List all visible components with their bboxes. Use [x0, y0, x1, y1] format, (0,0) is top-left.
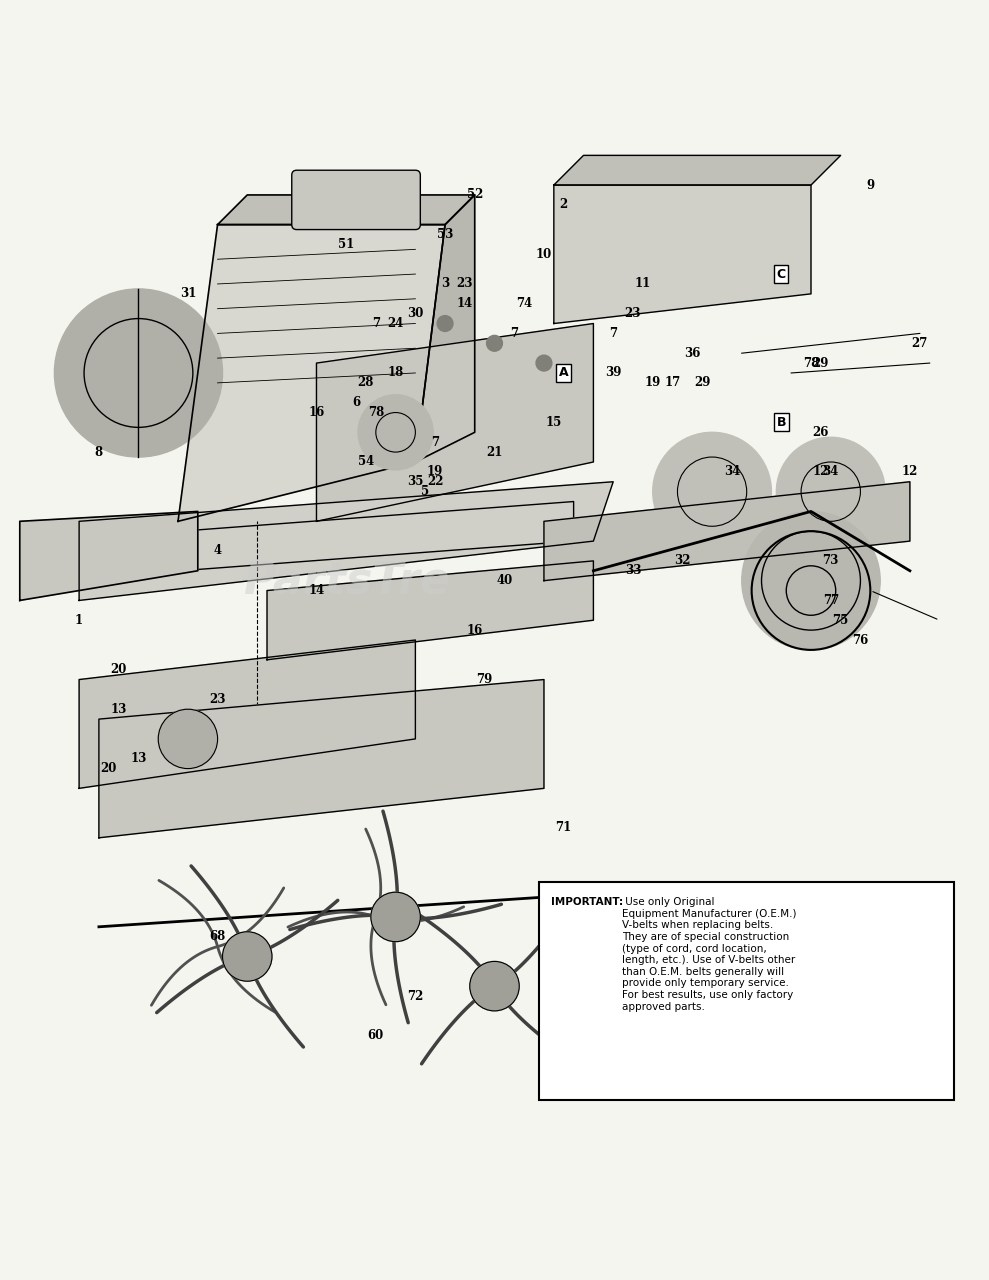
Text: 7: 7: [609, 326, 617, 340]
Circle shape: [371, 892, 420, 942]
Text: 23: 23: [210, 692, 225, 705]
Text: 4: 4: [214, 544, 222, 558]
Circle shape: [437, 316, 453, 332]
Text: 36: 36: [684, 347, 700, 360]
Polygon shape: [79, 481, 613, 600]
Text: 71: 71: [556, 822, 572, 835]
Text: 12: 12: [902, 466, 918, 479]
Text: 73: 73: [823, 554, 839, 567]
Text: 6: 6: [352, 396, 360, 410]
Polygon shape: [20, 512, 198, 600]
Text: 23: 23: [625, 307, 641, 320]
Text: 23: 23: [457, 278, 473, 291]
Text: 68: 68: [210, 931, 225, 943]
Text: 13: 13: [131, 753, 146, 765]
Text: 52: 52: [467, 188, 483, 201]
Text: 40: 40: [496, 575, 512, 588]
Text: 78: 78: [368, 406, 384, 419]
Text: 28: 28: [358, 376, 374, 389]
Text: A: A: [559, 366, 569, 379]
Text: 20: 20: [101, 762, 117, 776]
Circle shape: [358, 394, 433, 470]
Text: 79: 79: [477, 673, 493, 686]
Text: 29: 29: [694, 376, 710, 389]
Text: 33: 33: [625, 564, 641, 577]
Text: 15: 15: [546, 416, 562, 429]
Circle shape: [487, 335, 502, 351]
Text: 35: 35: [407, 475, 423, 488]
FancyBboxPatch shape: [292, 170, 420, 229]
Text: 78: 78: [803, 357, 819, 370]
Polygon shape: [79, 640, 415, 788]
Text: 7: 7: [431, 435, 439, 449]
Text: 19: 19: [427, 466, 443, 479]
Text: 60: 60: [368, 1029, 384, 1042]
Polygon shape: [544, 481, 910, 581]
Text: 51: 51: [338, 238, 354, 251]
Text: 9: 9: [866, 179, 874, 192]
Text: PartsTre: PartsTre: [242, 559, 450, 602]
Circle shape: [470, 961, 519, 1011]
Text: 18: 18: [388, 366, 404, 379]
Polygon shape: [49, 502, 574, 581]
Text: 30: 30: [407, 307, 423, 320]
Polygon shape: [554, 186, 811, 324]
Text: 34: 34: [724, 466, 740, 479]
Circle shape: [158, 709, 218, 768]
Text: 5: 5: [421, 485, 429, 498]
Text: 8: 8: [95, 445, 103, 458]
Text: 74: 74: [516, 297, 532, 310]
Text: 7: 7: [372, 317, 380, 330]
Text: 21: 21: [487, 445, 502, 458]
Text: C: C: [776, 268, 786, 280]
Circle shape: [536, 355, 552, 371]
Text: 31: 31: [180, 287, 196, 301]
Text: B: B: [776, 416, 786, 429]
Text: 27: 27: [912, 337, 928, 349]
Text: 54: 54: [358, 456, 374, 468]
Polygon shape: [99, 680, 544, 838]
Text: 17: 17: [665, 376, 680, 389]
Text: 77: 77: [823, 594, 839, 607]
Circle shape: [223, 932, 272, 982]
Text: 22: 22: [427, 475, 443, 488]
Text: 72: 72: [407, 989, 423, 1002]
Text: 34: 34: [823, 466, 839, 479]
Text: 29: 29: [813, 357, 829, 370]
Text: 16: 16: [467, 623, 483, 636]
Text: 53: 53: [437, 228, 453, 241]
Text: 39: 39: [605, 366, 621, 379]
FancyBboxPatch shape: [539, 882, 954, 1100]
Text: 10: 10: [536, 248, 552, 261]
Circle shape: [54, 289, 223, 457]
Polygon shape: [415, 195, 475, 462]
Text: 1: 1: [75, 613, 83, 627]
Polygon shape: [218, 195, 475, 224]
Text: 12: 12: [813, 466, 829, 479]
Text: 3: 3: [441, 278, 449, 291]
Polygon shape: [554, 155, 841, 186]
Circle shape: [776, 438, 885, 547]
Polygon shape: [267, 561, 593, 659]
Circle shape: [653, 433, 771, 550]
Text: 13: 13: [111, 703, 127, 716]
Text: 16: 16: [309, 406, 324, 419]
Text: 7: 7: [510, 326, 518, 340]
Text: 32: 32: [674, 554, 690, 567]
Text: 14: 14: [309, 584, 324, 596]
Text: 14: 14: [457, 297, 473, 310]
Text: 76: 76: [853, 634, 868, 646]
Text: 20: 20: [111, 663, 127, 676]
Circle shape: [742, 512, 880, 650]
Text: Use only Original
Equipment Manufacturer (O.E.M.)
V-belts when replacing belts.
: Use only Original Equipment Manufacturer…: [622, 897, 796, 1011]
Text: IMPORTANT:: IMPORTANT:: [551, 897, 623, 908]
Text: 2: 2: [560, 198, 568, 211]
Polygon shape: [316, 324, 593, 521]
Text: 75: 75: [833, 613, 849, 627]
Text: 26: 26: [813, 426, 829, 439]
Text: 11: 11: [635, 278, 651, 291]
Text: 19: 19: [645, 376, 661, 389]
Text: 24: 24: [388, 317, 404, 330]
Polygon shape: [178, 224, 445, 521]
